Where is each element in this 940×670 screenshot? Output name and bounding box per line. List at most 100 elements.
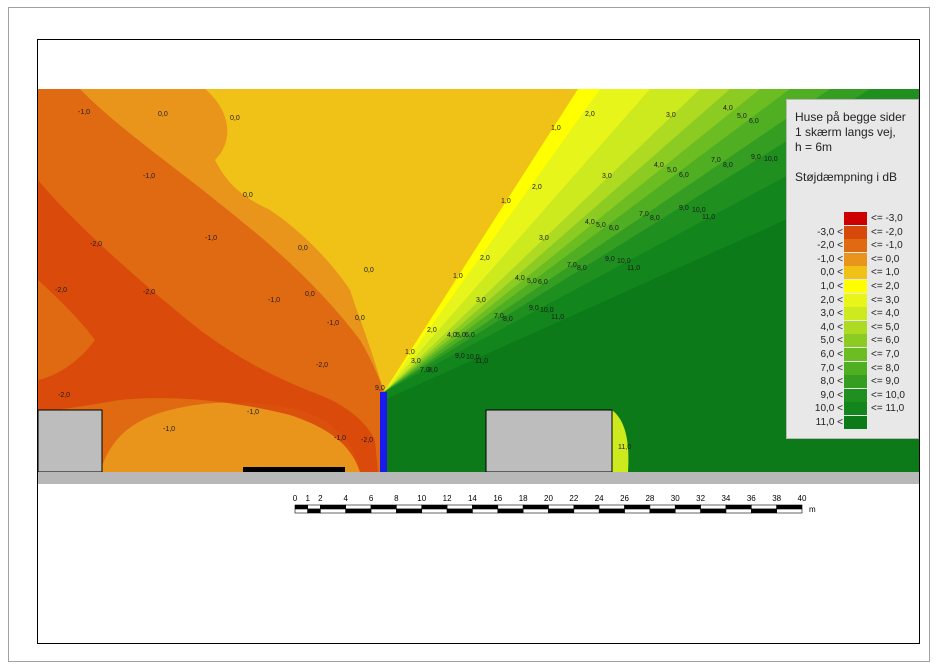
legend-class-swatch bbox=[844, 280, 867, 293]
legend-class-swatch bbox=[844, 266, 867, 280]
contour-label: 9,0 bbox=[455, 353, 465, 360]
legend-class-row: 5,0 < <= 6,0 bbox=[787, 334, 920, 348]
contour-label: 2,0 bbox=[427, 327, 437, 334]
scale-segment-top bbox=[700, 504, 727, 510]
contour-label: 2,0 bbox=[585, 111, 595, 118]
legend-class-swatch bbox=[844, 320, 867, 334]
scale-segment-bottom bbox=[573, 508, 600, 514]
scale-segment-top bbox=[674, 504, 701, 510]
scale-segment-bottom bbox=[320, 508, 347, 514]
scale-segment-bottom bbox=[750, 508, 777, 514]
scale-segment-top bbox=[446, 504, 473, 510]
legend-class-lower: 10,0 < bbox=[814, 403, 843, 415]
legend-class-row: 2,0 < <= 3,0 bbox=[787, 293, 920, 307]
contour-label: 4,0 bbox=[447, 332, 457, 339]
contour-label: -1,0 bbox=[163, 426, 175, 433]
scale-segment-top bbox=[294, 504, 308, 510]
contour-label: 5,0 bbox=[667, 167, 677, 174]
contour-label: 5,0 bbox=[527, 278, 537, 285]
contour-label: 9,0 bbox=[529, 305, 539, 312]
contour-label: -1,0 bbox=[268, 297, 280, 304]
legend-class-upper: <= 9,0 bbox=[871, 376, 900, 388]
scale-tick-label: 12 bbox=[443, 494, 452, 503]
scale-segment-top bbox=[472, 504, 499, 510]
contour-label: 6,0 bbox=[538, 279, 548, 286]
contour-label: 0,0 bbox=[230, 115, 240, 122]
legend-class-swatch bbox=[844, 239, 867, 253]
scale-segment-bottom bbox=[725, 508, 752, 514]
zone-neg2-neg1-inner bbox=[38, 280, 95, 380]
contour-label: 4,0 bbox=[723, 105, 733, 112]
legend-class-row: 0,0 < <= 1,0 bbox=[787, 266, 920, 280]
scale-segment-top bbox=[750, 504, 777, 510]
legend-class-upper: <= 8,0 bbox=[871, 362, 900, 374]
legend-class-upper: <= -2,0 bbox=[871, 226, 903, 238]
contour-label: -1,0 bbox=[334, 435, 346, 442]
scale-segment-top bbox=[548, 504, 575, 510]
contour-label: 0,0 bbox=[158, 111, 168, 118]
contour-label: 4,0 bbox=[585, 219, 595, 226]
scale-segment-bottom bbox=[624, 508, 651, 514]
contour-label: 2,0 bbox=[480, 255, 490, 262]
contour-label: 3,0 bbox=[476, 297, 486, 304]
legend-class-upper: <= -1,0 bbox=[871, 240, 903, 252]
legend-class-row: -3,0 < <= -2,0 bbox=[787, 225, 920, 239]
legend-class-swatch bbox=[844, 334, 867, 348]
scale-segment-bottom bbox=[472, 508, 499, 514]
legend-class-row: 3,0 < <= 4,0 bbox=[787, 307, 920, 321]
scale-segment-top bbox=[522, 504, 549, 510]
legend-class-upper: <= 7,0 bbox=[871, 349, 900, 360]
legend-class-row: <= -3,0 bbox=[787, 212, 920, 225]
legend-title-line-3: h = 6m bbox=[795, 140, 833, 154]
contour-label: 6,0 bbox=[465, 332, 475, 339]
scale-segment-top bbox=[649, 504, 676, 510]
contour-label: 0,0 bbox=[364, 267, 374, 274]
contour-label: 10,0 bbox=[540, 307, 554, 314]
contour-label: 6,0 bbox=[749, 118, 759, 125]
contour-label: 10,0 bbox=[466, 354, 480, 361]
scale-tick-label: 16 bbox=[493, 494, 502, 503]
scale-segment-top bbox=[370, 504, 397, 510]
contour-label: 10,0 bbox=[617, 258, 631, 265]
legend-class-upper: <= 3,0 bbox=[871, 294, 900, 306]
legend-class-lower: 1,0 < bbox=[820, 281, 843, 292]
scale-unit: m bbox=[809, 505, 816, 514]
legend-class-row: -1,0 < <= 0,0 bbox=[787, 252, 920, 266]
legend-class-row: 11,0 < bbox=[787, 416, 920, 429]
legend-class-lower: 6,0 < bbox=[820, 349, 843, 360]
legend-class-lower: -1,0 < bbox=[817, 253, 843, 265]
scale-segment-bottom bbox=[548, 508, 575, 514]
contour-label: 11,0 bbox=[627, 265, 640, 272]
scale-tick-label: 22 bbox=[569, 494, 578, 503]
contour-label: 9,0 bbox=[605, 256, 615, 263]
legend-class-swatch bbox=[844, 212, 867, 225]
scale-segment-bottom bbox=[345, 508, 372, 514]
legend-class-upper: <= 6,0 bbox=[871, 335, 900, 347]
contour-label: 5,0 bbox=[737, 113, 747, 120]
legend-class-lower: 9,0 < bbox=[820, 389, 843, 401]
scale-segment-top bbox=[396, 504, 423, 510]
legend-class-row: 6,0 < <= 7,0 bbox=[787, 348, 920, 361]
scale-tick-label: 28 bbox=[645, 494, 654, 503]
building-right bbox=[485, 409, 613, 472]
contour-label: -2,0 bbox=[361, 437, 373, 444]
scale-segment-top bbox=[345, 504, 372, 510]
contour-label: -1,0 bbox=[247, 409, 259, 416]
legend-class-row: 10,0 < <= 11,0 bbox=[787, 402, 920, 416]
scale-segment-top bbox=[725, 504, 752, 510]
scale-tick-label: 26 bbox=[620, 494, 629, 503]
legend-class-lower: -3,0 < bbox=[817, 226, 843, 238]
contour-label: -1,0 bbox=[205, 235, 217, 242]
scale-segment-bottom bbox=[446, 508, 473, 514]
contour-label: 11,0 bbox=[618, 444, 631, 451]
scale-segment-top bbox=[421, 504, 448, 510]
legend-title-line-2: 1 skærm langs vej, bbox=[795, 125, 896, 139]
legend-class-swatch bbox=[844, 307, 867, 321]
scale-tick-label: 8 bbox=[394, 494, 399, 503]
contour-label: 0,0 bbox=[243, 192, 253, 199]
legend-class-upper: <= 10,0 bbox=[871, 389, 905, 401]
page-border bbox=[8, 7, 930, 662]
contour-label: -1,0 bbox=[143, 173, 155, 180]
legend-class-upper: <= 2,0 bbox=[871, 281, 900, 292]
